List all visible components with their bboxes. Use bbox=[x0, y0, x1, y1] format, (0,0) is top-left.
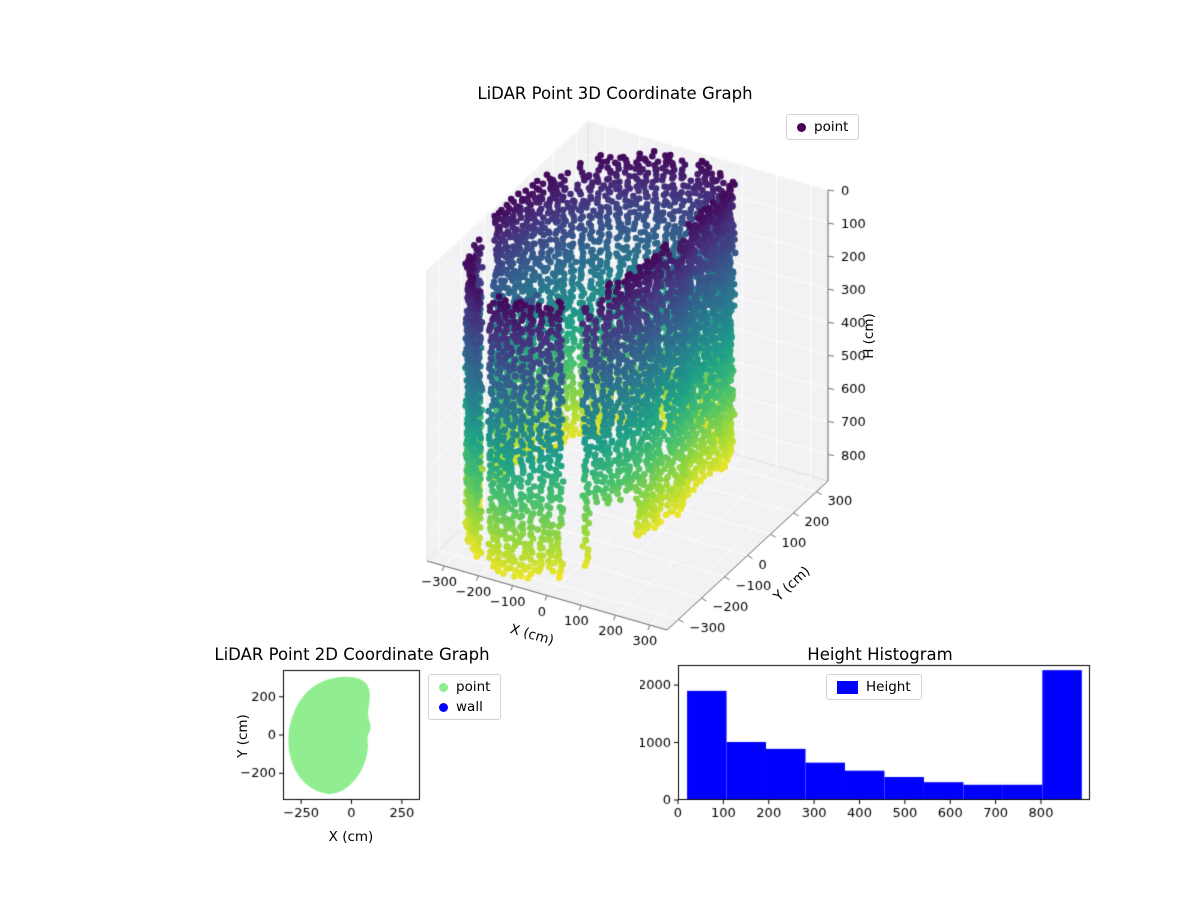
point-marker-icon bbox=[439, 682, 448, 692]
legend-item-point: point bbox=[797, 119, 848, 135]
legend-label-point: point bbox=[456, 679, 491, 695]
legend-label-height: Height bbox=[866, 679, 911, 695]
plot3d-canvas bbox=[370, 95, 910, 660]
plot3d-legend: point bbox=[786, 114, 860, 140]
wall-marker-icon bbox=[439, 702, 448, 712]
plot2d-x-axis-label: X (cm) bbox=[328, 829, 374, 845]
plot3d-h-axis-label: H (cm) bbox=[861, 313, 877, 359]
legend-label-wall: wall bbox=[456, 699, 483, 715]
plot2d-canvas bbox=[230, 660, 445, 855]
legend-label-point: point bbox=[814, 119, 849, 135]
legend-item-height: Height bbox=[837, 679, 911, 695]
plot2d-legend: point wall bbox=[428, 674, 502, 720]
legend-item-wall: wall bbox=[439, 699, 490, 715]
legend-item-point: point bbox=[439, 679, 490, 695]
histogram-legend: Height bbox=[826, 674, 922, 700]
plot2d-y-axis-label: Y (cm) bbox=[235, 714, 251, 758]
plot2d-title: LiDAR Point 2D Coordinate Graph bbox=[214, 645, 490, 664]
height-swatch-icon bbox=[837, 680, 858, 694]
plot3d-title: LiDAR Point 3D Coordinate Graph bbox=[477, 84, 753, 103]
point-marker-icon bbox=[797, 122, 806, 132]
histogram-title: Height Histogram bbox=[807, 645, 953, 664]
